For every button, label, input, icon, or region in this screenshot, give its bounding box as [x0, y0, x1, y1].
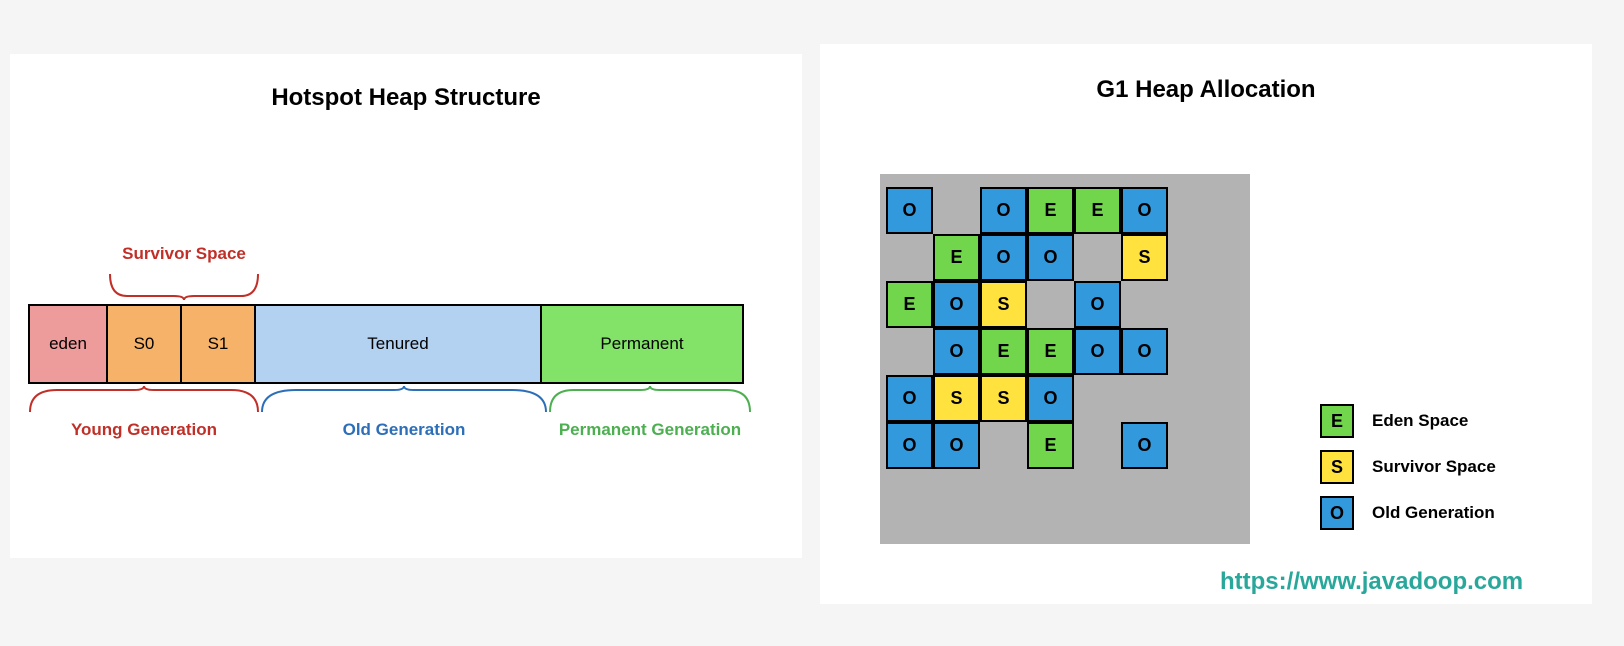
legend-item-o: O Old Generation	[1320, 496, 1496, 530]
region-cell-empty	[1074, 375, 1121, 422]
heap-cell-s1: S1	[180, 304, 256, 384]
heap-cell-s0: S0	[106, 304, 182, 384]
region-cell-empty	[980, 469, 1027, 516]
survivor-space-label: Survivor Space	[108, 244, 260, 264]
region-cell-o: O	[1121, 422, 1168, 469]
watermark-link: https://www.javadoop.com	[1220, 568, 1523, 596]
region-cell-empty	[1168, 281, 1215, 328]
legend-swatch: O	[1320, 496, 1354, 530]
region-cell-o: O	[933, 281, 980, 328]
region-cell-e: E	[1027, 187, 1074, 234]
region-cell-o: O	[980, 234, 1027, 281]
region-cell-s: S	[1121, 234, 1168, 281]
region-cell-empty	[1074, 234, 1121, 281]
region-cell-e: E	[1027, 422, 1074, 469]
region-cell-e: E	[933, 234, 980, 281]
legend-item-s: S Survivor Space	[1320, 450, 1496, 484]
region-cell-s: S	[933, 375, 980, 422]
legend-swatch: S	[1320, 450, 1354, 484]
region-cell-empty	[1074, 469, 1121, 516]
region-cell-empty	[1121, 281, 1168, 328]
region-cell-o: O	[1027, 234, 1074, 281]
region-cell-empty	[1168, 375, 1215, 422]
region-cell-o: O	[933, 328, 980, 375]
region-cell-empty	[1168, 234, 1215, 281]
region-cell-e: E	[980, 328, 1027, 375]
region-cell-e: E	[886, 281, 933, 328]
legend-item-e: E Eden Space	[1320, 404, 1496, 438]
region-cell-empty	[1168, 422, 1215, 469]
region-cell-empty	[886, 328, 933, 375]
bracket-old-generation	[260, 386, 548, 421]
region-cell-o: O	[886, 187, 933, 234]
survivor-bracket-icon	[108, 270, 260, 305]
legend-label: Eden Space	[1372, 411, 1468, 431]
region-cell-empty	[1027, 281, 1074, 328]
region-cell-o: O	[886, 375, 933, 422]
hotspot-panel: Hotspot Heap Structure Survivor Space ed…	[10, 54, 802, 558]
region-cell-empty	[1027, 469, 1074, 516]
region-cell-o: O	[980, 187, 1027, 234]
g1-grid: OOEEOEOOSEOSOOEEOOOSSOOOEO	[886, 187, 1215, 516]
region-cell-empty	[886, 469, 933, 516]
region-cell-empty	[1168, 187, 1215, 234]
generation-label: Old Generation	[260, 420, 548, 440]
region-cell-o: O	[933, 422, 980, 469]
region-cell-empty	[1121, 469, 1168, 516]
legend-label: Old Generation	[1372, 503, 1495, 523]
region-cell-empty	[1168, 469, 1215, 516]
region-cell-o: O	[1074, 281, 1121, 328]
region-cell-s: S	[980, 281, 1027, 328]
region-cell-empty	[1121, 375, 1168, 422]
g1-title: G1 Heap Allocation	[820, 76, 1592, 104]
region-cell-empty	[933, 187, 980, 234]
heap-cell-eden: eden	[28, 304, 108, 384]
g1-legend: E Eden Space S Survivor Space O Old Generatio…	[1320, 404, 1496, 542]
region-cell-empty	[886, 234, 933, 281]
heap-row: edenS0S1TenuredPermanent	[28, 304, 744, 384]
region-cell-empty	[1074, 422, 1121, 469]
region-cell-empty	[1168, 328, 1215, 375]
region-cell-empty	[933, 469, 980, 516]
g1-panel: G1 Heap Allocation OOEEOEOOSEOSOOEEOOOSS…	[820, 44, 1592, 604]
bracket-permanent-generation	[548, 386, 752, 421]
legend-label: Survivor Space	[1372, 457, 1496, 477]
region-cell-o: O	[886, 422, 933, 469]
bracket-young-generation	[28, 386, 260, 421]
heap-cell-tenured: Tenured	[254, 304, 542, 384]
region-cell-empty	[980, 422, 1027, 469]
region-cell-o: O	[1027, 375, 1074, 422]
region-cell-e: E	[1074, 187, 1121, 234]
legend-swatch: E	[1320, 404, 1354, 438]
hotspot-title: Hotspot Heap Structure	[10, 84, 802, 112]
region-cell-s: S	[980, 375, 1027, 422]
generation-label: Permanent Generation	[548, 420, 752, 440]
region-cell-o: O	[1121, 187, 1168, 234]
region-cell-o: O	[1074, 328, 1121, 375]
heap-cell-permanent: Permanent	[540, 304, 744, 384]
region-cell-e: E	[1027, 328, 1074, 375]
region-cell-o: O	[1121, 328, 1168, 375]
generation-label: Young Generation	[28, 420, 260, 440]
